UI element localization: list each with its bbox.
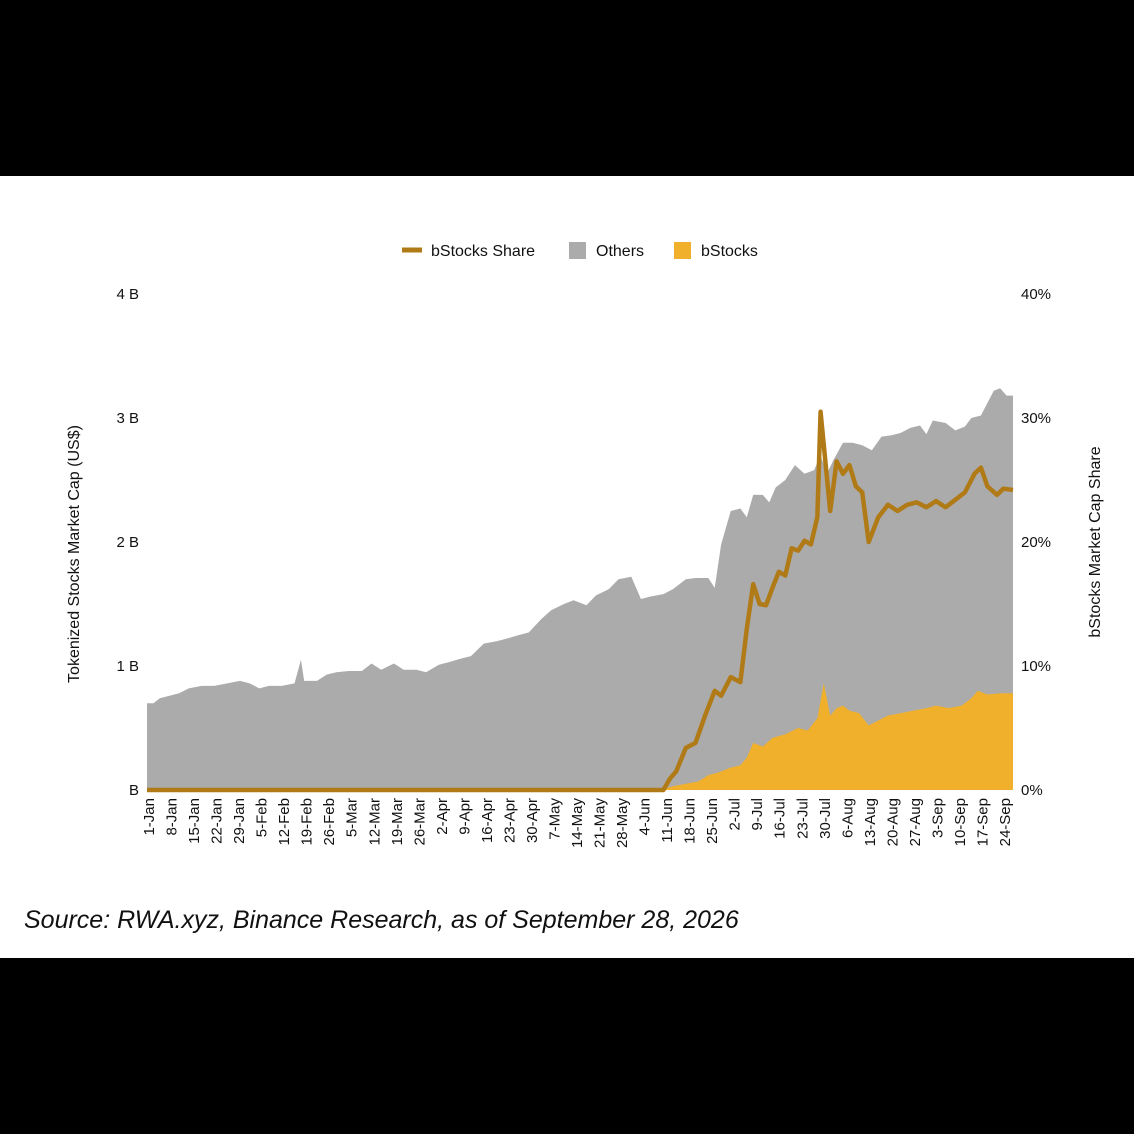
y-left-tick: 2 B <box>116 534 139 551</box>
x-tick-label: 12-Mar <box>366 798 383 846</box>
source-note: Source: RWA.xyz, Binance Research, as of… <box>24 906 739 934</box>
x-tick-label: 24-Sep <box>997 798 1014 846</box>
y-right-title: bStocks Market Cap Share <box>1087 446 1104 637</box>
x-tick-label: 13-Aug <box>862 798 879 846</box>
chart-svg: bStocks Share Others bStocks B 1 B 2 B 3 B 4 B… <box>66 242 1104 849</box>
x-tick-label: 5-Mar <box>344 798 361 837</box>
plot-areas <box>147 388 1013 790</box>
legend: bStocks Share Others bStocks <box>402 242 758 260</box>
x-tick-label: 6-Aug <box>839 798 856 838</box>
bstocks-share-line <box>147 409 1014 793</box>
x-tick-label: 19-Feb <box>299 798 316 846</box>
x-tick-label: 30-Jul <box>817 798 834 839</box>
x-tick-label: 4-Jun <box>637 798 654 836</box>
x-tick-label: 29-Jan <box>231 798 248 844</box>
x-tick-label: 8-Jan <box>164 798 181 836</box>
x-tick-label: 3-Sep <box>929 798 946 838</box>
y-right-tick: 0% <box>1021 782 1043 799</box>
x-tick-label: 12-Feb <box>276 798 293 846</box>
x-tick-label: 2-Apr <box>434 798 451 835</box>
x-tick-label: 30-Apr <box>524 798 541 843</box>
y-right-tick: 10% <box>1021 658 1051 675</box>
x-tick-label: 5-Feb <box>254 798 271 837</box>
x-tick-label: 21-May <box>592 798 609 849</box>
legend-square-swatch <box>674 242 691 259</box>
x-tick-label: 25-Jun <box>704 798 721 844</box>
x-tick-label: 15-Jan <box>186 798 203 844</box>
others-area <box>147 388 1013 790</box>
x-axis: 1-Jan 8-Jan 15-Jan 22-Jan 29-Jan 5-Feb 12-Feb 1… <box>141 798 1014 849</box>
x-tick-label: 23-Jul <box>794 798 811 839</box>
left-axis: B 1 B 2 B 3 B 4 B Tokenized Stocks Market Cap… <box>66 286 139 799</box>
x-tick-label: 10-Sep <box>952 798 969 846</box>
x-tick-label: 9-Jul <box>749 798 766 831</box>
x-tick-label: 17-Sep <box>975 798 992 846</box>
y-left-tick: 3 B <box>116 410 139 427</box>
y-left-tick: 1 B <box>116 658 139 675</box>
x-tick-label: 14-May <box>569 798 586 849</box>
x-tick-label: 16-Jul <box>772 798 789 839</box>
chart-panel: bStocks Share Others bStocks B 1 B 2 B 3 B 4 B… <box>0 176 1134 958</box>
x-tick-label: 16-Apr <box>479 798 496 843</box>
y-right-tick: 40% <box>1021 286 1051 303</box>
x-tick-label: 2-Jul <box>727 798 744 831</box>
y-left-title: Tokenized Stocks Market Cap (US$) <box>66 425 83 683</box>
y-left-tick: 4 B <box>116 286 139 303</box>
x-tick-label: 28-May <box>614 798 631 849</box>
bstocks-area <box>147 683 1013 790</box>
x-tick-label: 7-May <box>547 798 564 840</box>
share-line-group <box>147 409 1014 793</box>
x-tick-label: 26-Mar <box>411 798 428 846</box>
legend-label: Others <box>596 243 644 260</box>
x-tick-label: 26-Feb <box>321 798 338 846</box>
y-right-tick: 30% <box>1021 410 1051 427</box>
x-tick-label: 22-Jan <box>209 798 226 844</box>
x-tick-label: 27-Aug <box>907 798 924 846</box>
x-tick-label: 23-Apr <box>501 798 518 843</box>
legend-square-swatch <box>569 242 586 259</box>
legend-label: bStocks <box>701 243 758 260</box>
legend-label: bStocks Share <box>431 243 535 260</box>
right-axis: 0% 10% 20% 30% 40% bStocks Market Cap Share <box>1021 286 1104 799</box>
x-tick-label: 18-Jun <box>682 798 699 844</box>
x-tick-label: 20-Aug <box>884 798 901 846</box>
y-left-tick: B <box>129 782 139 799</box>
x-tick-label: 9-Apr <box>456 798 473 835</box>
x-tick-label: 11-Jun <box>659 798 676 843</box>
x-tick-label: 19-Mar <box>389 798 406 846</box>
x-tick-label: 1-Jan <box>141 798 158 836</box>
y-right-tick: 20% <box>1021 534 1051 551</box>
